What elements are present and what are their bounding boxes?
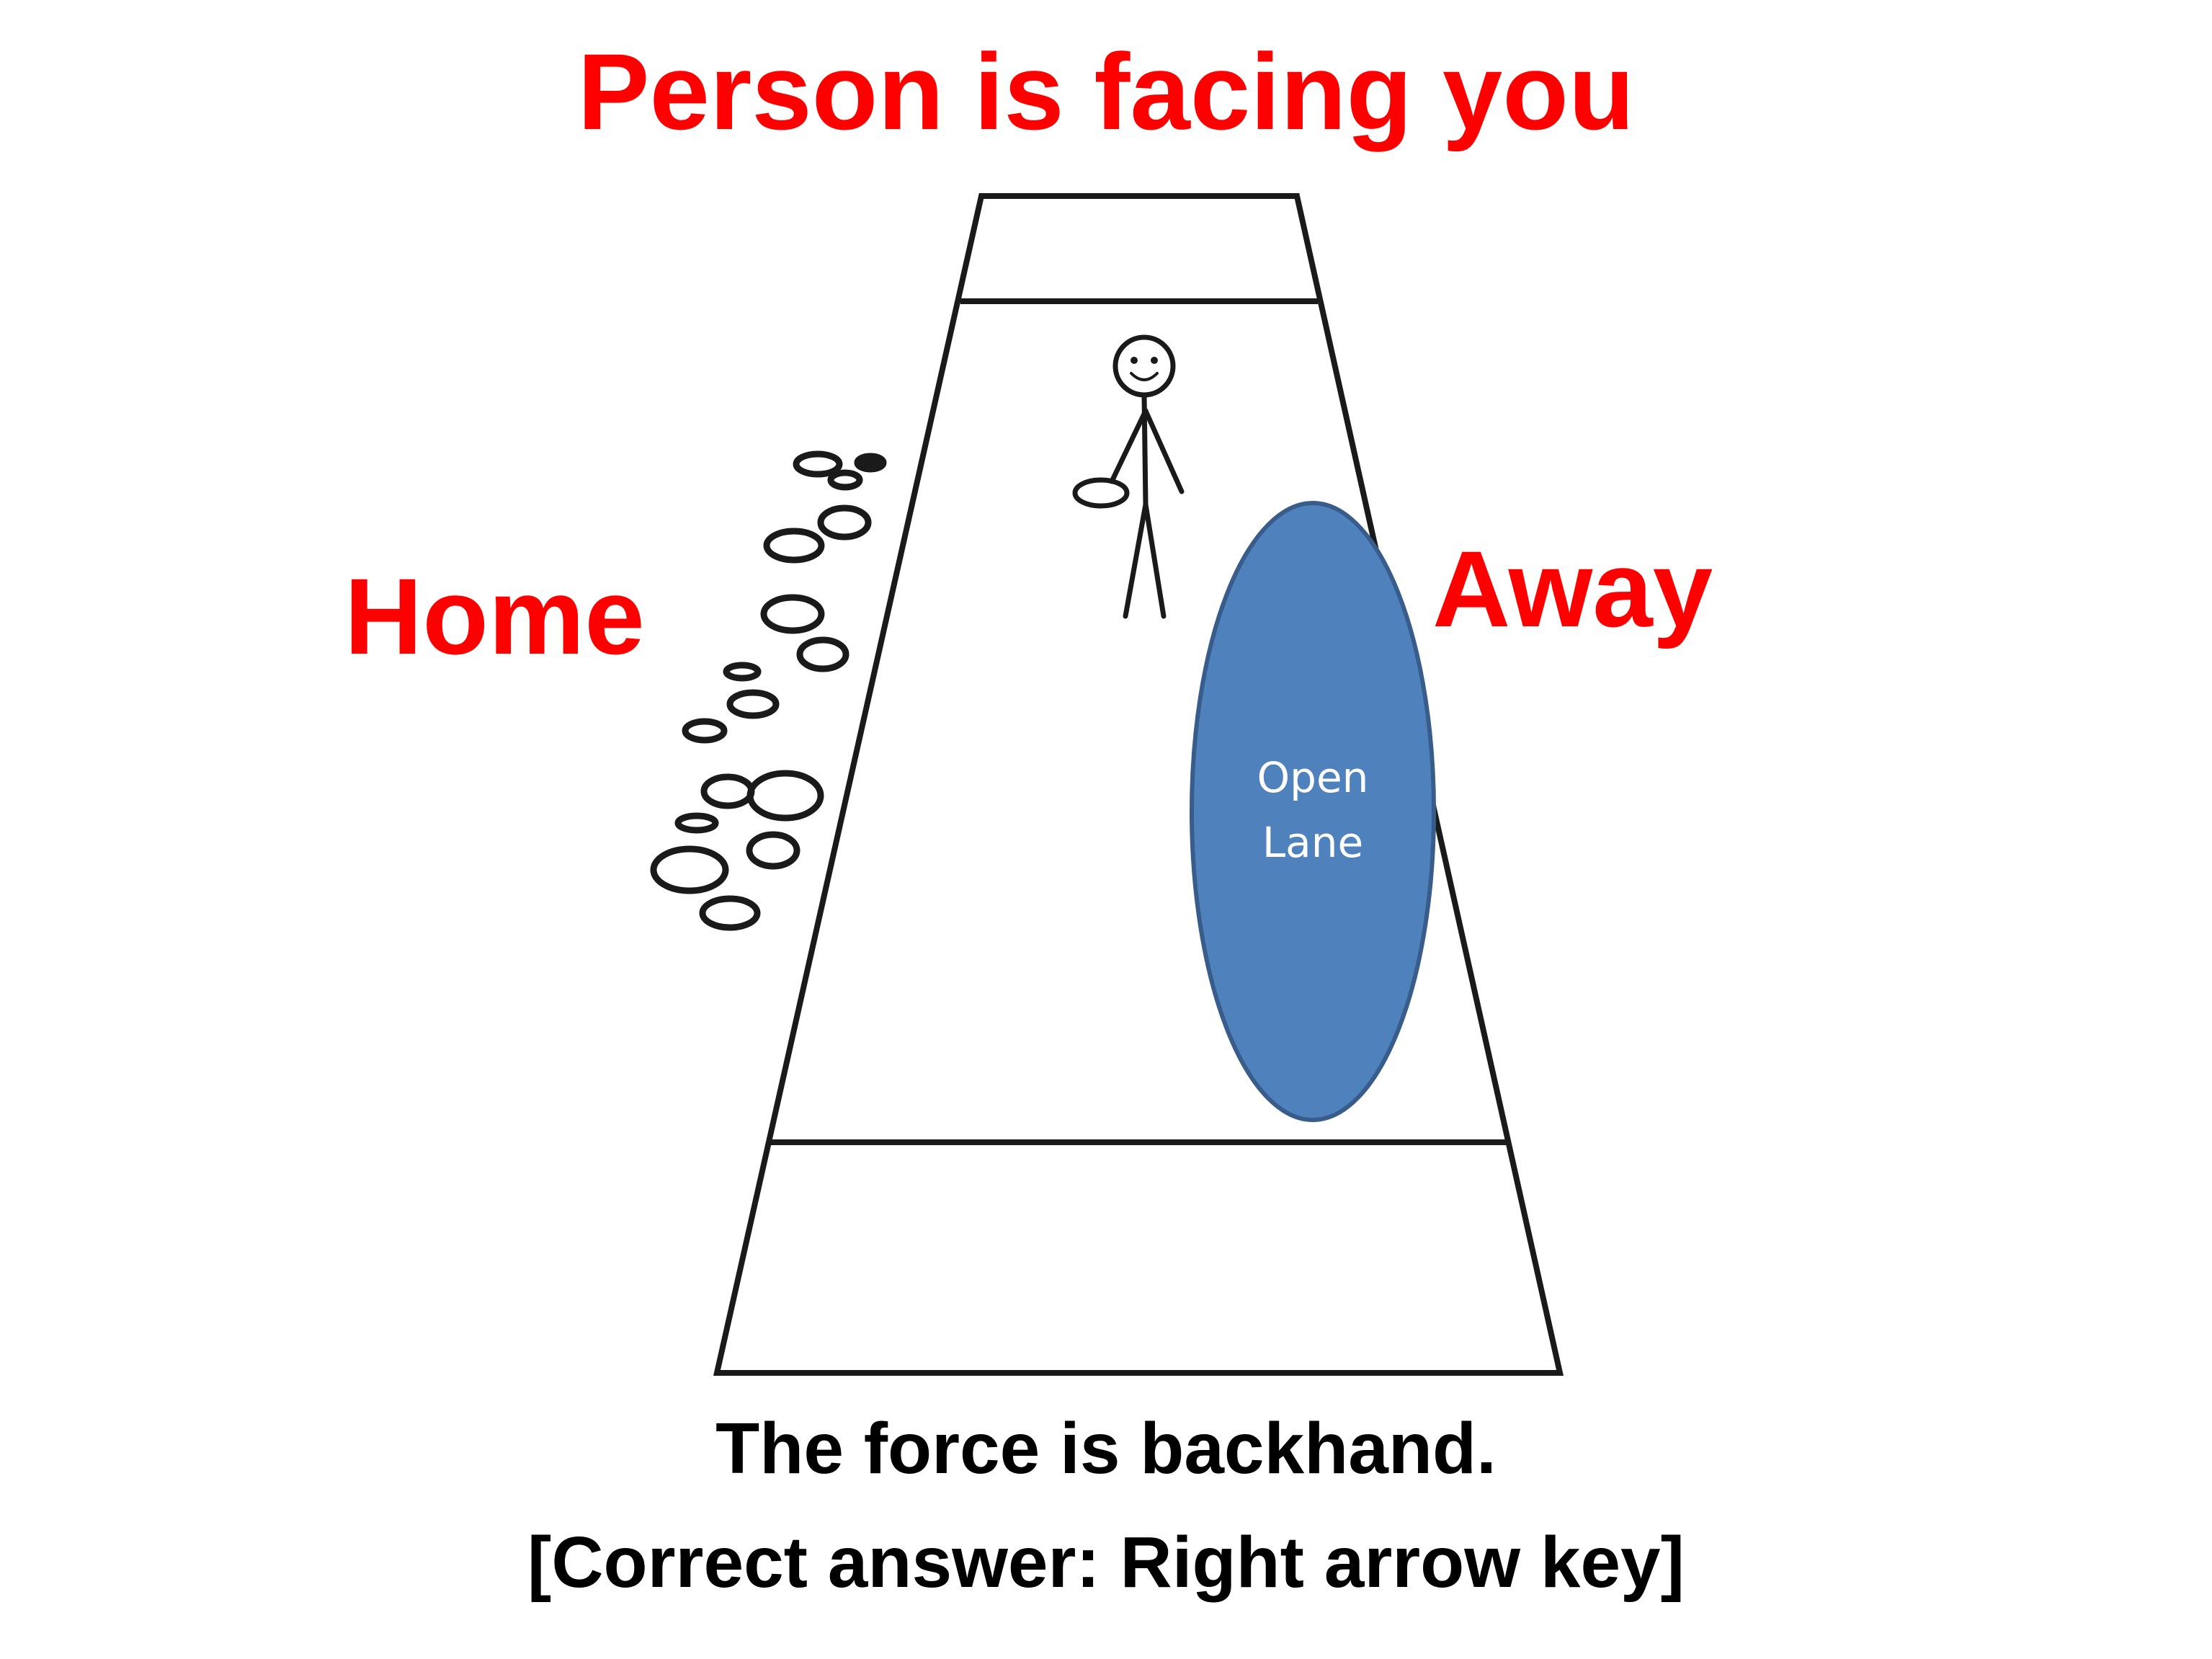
force-caption: The force is backhand. [715,1408,1497,1489]
disc-icon [1072,477,1130,509]
open-lane-label-line1: Open [1257,753,1369,802]
home-label: Home [344,556,645,677]
field-outline [713,193,1564,1376]
field [713,193,1564,1376]
stick-figure-icon [1109,334,1185,619]
page-title: Person is facing you [577,31,1635,152]
sideline-crowd-icon [650,450,887,931]
answer-caption: [Correct answer: Right arrow key] [527,1522,1685,1603]
away-label: Away [1432,528,1713,649]
player-head [1112,334,1176,398]
open-lane [1190,501,1436,1122]
open-lane-label-line2: Lane [1262,818,1364,867]
